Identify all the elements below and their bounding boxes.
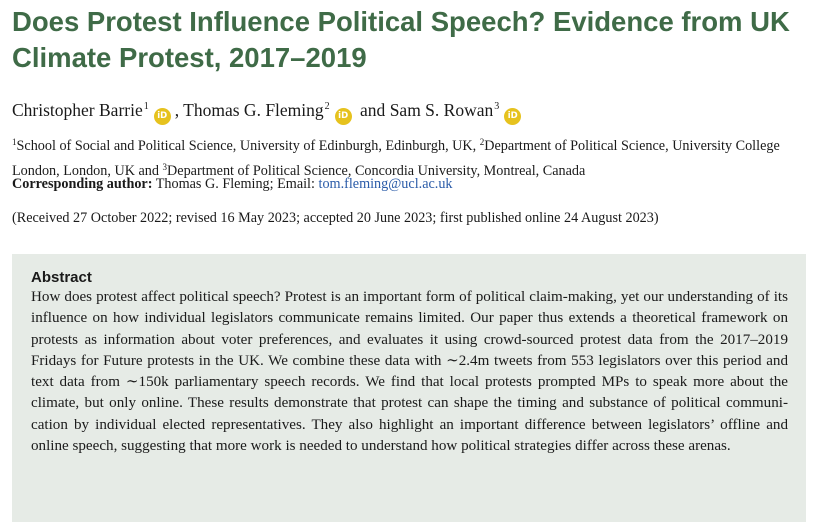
affiliation-text: School of Social and Political Science, … <box>16 138 480 154</box>
author-list: Christopher Barrie1 iD, Thomas G. Fleming… <box>12 95 812 125</box>
affiliation-text: Department of Political Science, Univers… <box>12 138 780 179</box>
corresponding-author: Corresponding author: Thomas G. Fleming;… <box>12 174 812 194</box>
orcid-icon[interactable]: iD <box>153 108 171 125</box>
abstract-box: Abstract How does protest affect politic… <box>12 254 806 522</box>
author-name: Thomas G. Fleming <box>183 100 324 120</box>
paper-title: Does Protest Influence Political Speech?… <box>12 6 790 73</box>
email-link[interactable]: tom.fleming@ucl.ac.uk <box>318 176 453 192</box>
author-name: Christopher Barrie <box>12 100 143 120</box>
author-name: Sam S. Rowan <box>389 100 494 120</box>
author-affiliation-marker: 2 <box>324 101 330 112</box>
abstract-body: How does protest affect political speech… <box>31 289 788 455</box>
corresponding-name: Thomas G. Fleming; Email: <box>152 176 319 192</box>
publication-dates: (Received 27 October 2022; revised 16 Ma… <box>12 210 659 226</box>
abstract-heading: Abstract <box>31 269 92 286</box>
orcid-icon[interactable]: iD <box>334 108 352 125</box>
affiliation-text: Department of Political Science, Concord… <box>167 163 586 179</box>
author-separator: and <box>355 100 390 120</box>
corresponding-label: Corresponding author: <box>12 176 153 192</box>
orcid-icon[interactable]: iD <box>504 108 522 125</box>
author-separator: , <box>174 100 184 120</box>
affiliation-marker: 3 <box>162 162 168 172</box>
affiliations: 1School of Social and Political Science,… <box>12 132 812 182</box>
author-affiliation-marker: 3 <box>494 101 500 112</box>
affiliation-marker: 2 <box>479 137 485 147</box>
author-affiliation-marker: 1 <box>143 101 149 112</box>
affiliation-marker: 1 <box>12 137 17 147</box>
